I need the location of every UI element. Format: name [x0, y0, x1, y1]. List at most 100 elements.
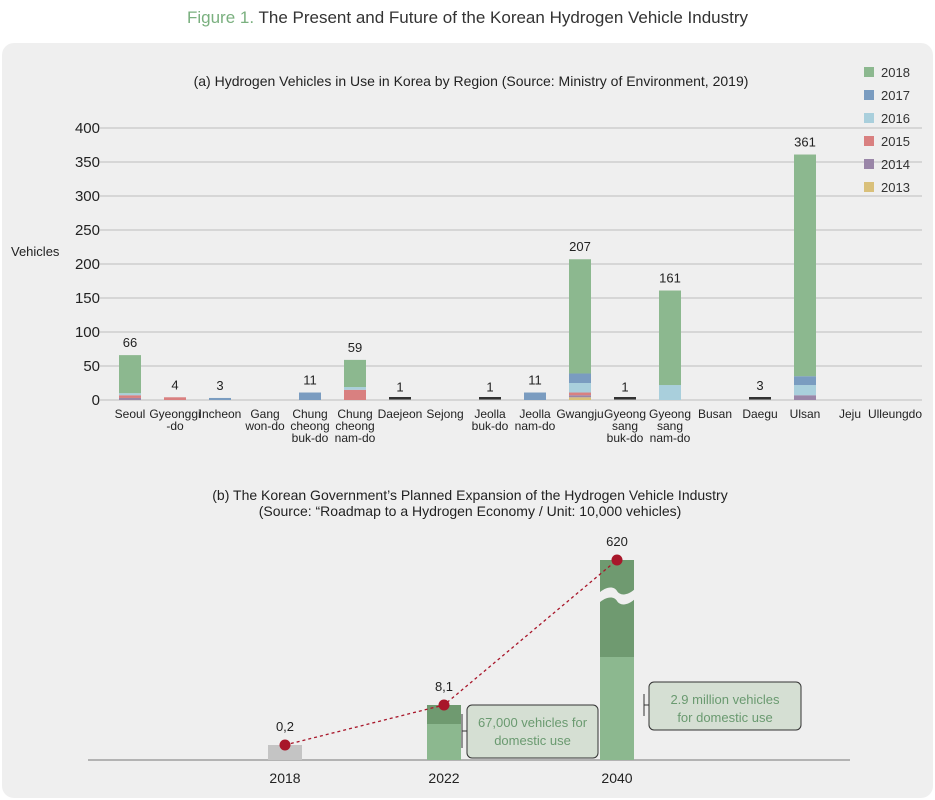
x-tick-label: Jeju	[839, 407, 861, 421]
chart-a-title: (a) Hydrogen Vehicles in Use in Korea by…	[194, 73, 749, 89]
chart-a: (a) Hydrogen Vehicles in Use in Korea by…	[11, 65, 922, 445]
x-tick-label: -do	[166, 419, 184, 433]
callout-text: for domestic use	[677, 710, 772, 725]
x-tick-label: 2040	[601, 770, 632, 786]
data-label: 11	[528, 373, 542, 388]
bar-2018	[344, 359, 366, 388]
legend-swatch-2016	[864, 113, 874, 123]
legend-swatch-2018	[864, 67, 874, 77]
bar-2018	[569, 259, 591, 374]
bar-2016	[119, 393, 141, 396]
legend-swatch-2013	[864, 182, 874, 192]
chart-panel	[2, 43, 933, 798]
legend-label: 2014	[881, 157, 910, 172]
x-tick-label: Daegu	[742, 407, 777, 421]
x-tick-label: Chung	[337, 407, 372, 421]
y-tick-label: 100	[75, 324, 100, 341]
x-tick-label: Jeolla	[519, 407, 551, 421]
x-tick-label: won-do	[244, 419, 285, 433]
bar-2022-domestic	[427, 724, 461, 760]
legend-label: 2016	[881, 111, 910, 126]
y-tick-label: 150	[75, 290, 100, 307]
bar-2016	[569, 383, 591, 393]
trend-point	[279, 739, 291, 751]
x-tick-label: 2022	[428, 770, 459, 786]
x-tick-label: Ulsan	[790, 407, 821, 421]
figure-title: Figure 1. The Present and Future of the …	[0, 8, 935, 28]
y-tick-label: 250	[75, 222, 100, 239]
bar-marker	[389, 397, 411, 400]
data-label: 11	[303, 373, 317, 388]
bar-2016	[344, 387, 366, 390]
bar-2040-domestic	[600, 657, 634, 760]
legend: 2018 2017 2016 2015 2014 2013	[864, 65, 910, 195]
x-tick-label: Gyeonggi	[149, 407, 200, 421]
bar-2040-export	[600, 560, 634, 657]
x-tick-label: Gyeong	[649, 407, 691, 421]
bar-2018	[659, 290, 681, 386]
data-label: 1	[396, 379, 403, 394]
x-tick-label: Gyeong	[604, 407, 646, 421]
x-tick-label: Jeolla	[474, 407, 506, 421]
x-tick-label: Gwangju	[556, 407, 603, 421]
data-label: 1	[486, 379, 493, 394]
data-label: 207	[569, 239, 591, 254]
x-tick-label: nam-do	[515, 419, 556, 433]
bar-2015	[119, 395, 141, 398]
legend-label: 2017	[881, 88, 910, 103]
x-tick-label: Busan	[698, 407, 732, 421]
callout-box	[648, 681, 802, 731]
figure-label: Figure 1.	[186, 8, 255, 27]
x-tick-label: sang	[657, 419, 683, 433]
data-label: 1	[621, 379, 628, 394]
bar-2015	[344, 389, 366, 400]
y-tick-label: 0	[92, 392, 100, 409]
bar-2018	[119, 355, 141, 394]
x-tick-label: Ulleungdo	[868, 407, 922, 421]
bar-2014	[794, 395, 816, 400]
bar-2022-export	[427, 705, 461, 724]
x-tick-label: Chung	[292, 407, 327, 421]
legend-swatch-2014	[864, 159, 874, 169]
legend-label: 2013	[881, 180, 910, 195]
x-tick-label: Gang	[250, 407, 279, 421]
bar-marker	[749, 397, 771, 400]
legend-label: 2018	[881, 65, 910, 80]
bar-2016	[659, 385, 681, 400]
x-tick-label: Daejeon	[378, 407, 423, 421]
x-tick-label: buk-do	[292, 431, 329, 445]
data-label: 161	[659, 271, 681, 286]
x-tick-label: sang	[612, 419, 638, 433]
chart-b-title: (Source: “Roadmap to a Hydrogen Economy …	[259, 503, 682, 519]
y-tick-label: 300	[75, 188, 100, 205]
x-tick-label: Sejong	[426, 407, 463, 421]
value-label: 620	[606, 534, 628, 549]
data-label: 361	[794, 135, 816, 150]
bar-marker	[479, 397, 501, 400]
y-tick-label: 50	[83, 358, 100, 375]
callout-text: 2.9 million vehicles	[670, 692, 780, 707]
data-label: 3	[756, 378, 763, 393]
x-tick-label: Seoul	[115, 407, 146, 421]
bar-2015	[164, 397, 186, 400]
bar-2014	[119, 397, 141, 400]
data-label: 3	[216, 378, 223, 393]
callout-text: domestic use	[494, 733, 571, 748]
y-tick-label: 400	[75, 120, 100, 137]
bar-2013	[569, 397, 591, 400]
legend-swatch-2015	[864, 136, 874, 146]
x-tick-label: buk-do	[607, 431, 644, 445]
value-label: 8,1	[435, 679, 453, 694]
y-tick-label: 350	[75, 154, 100, 171]
chart-b-title: (b) The Korean Government’s Planned Expa…	[212, 487, 727, 503]
bar-2017	[299, 392, 321, 400]
bar-2017	[524, 392, 546, 400]
x-tick-label: nam-do	[335, 431, 376, 445]
data-label: 59	[348, 340, 362, 355]
callout-box	[466, 704, 599, 759]
data-label: 4	[171, 377, 178, 392]
value-label: 0,2	[276, 719, 294, 734]
bar-2017	[209, 397, 231, 400]
